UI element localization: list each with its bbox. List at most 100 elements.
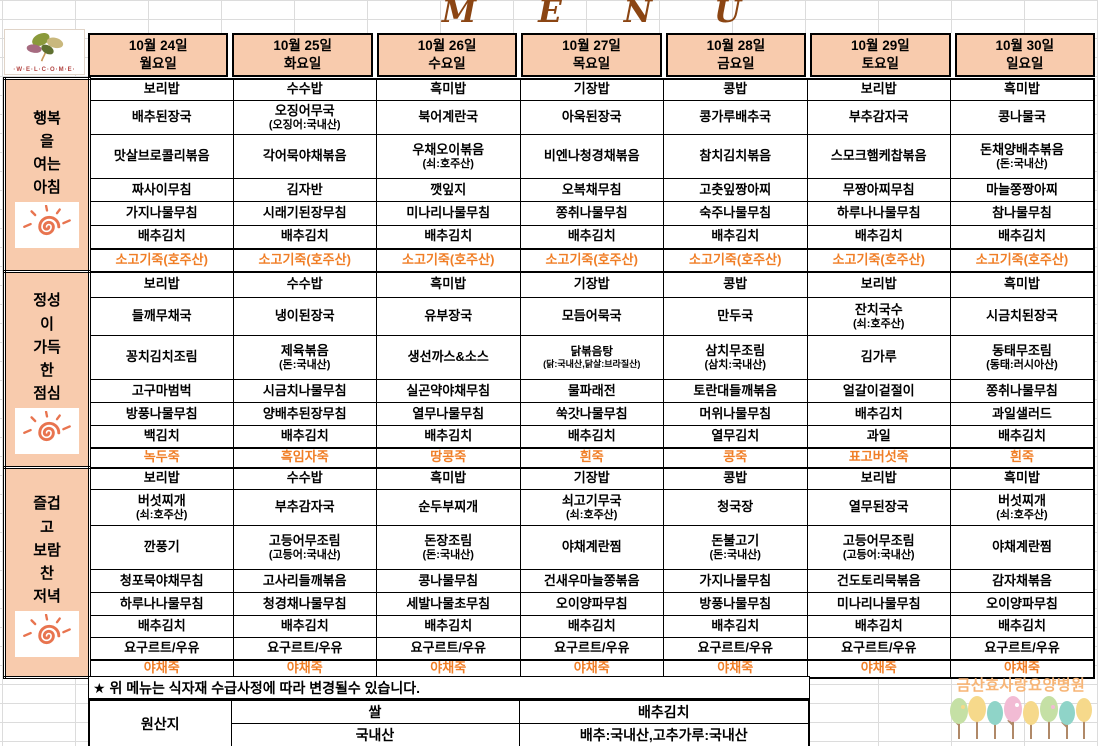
menu-item-dinner-day5-row3: 돈불고기 (돈:국내산)	[663, 525, 808, 570]
menu-item-dinner-day6-row4: 건도토리묵볶음	[806, 569, 951, 593]
menu-item-dinner-day3-row6: 배추김치	[376, 615, 521, 638]
menu-item-lunch-day4-row2: 모듬어묵국	[519, 297, 664, 336]
menu-item-breakfast-day7-row4: 마늘쫑짱아찌	[950, 178, 1095, 202]
menu-item-lunch-day6-row1: 보리밥	[806, 270, 951, 298]
menu-item-dinner-day7-row5: 오이양파무침	[950, 592, 1095, 616]
menu-item-lunch-day5-row3: 삼치무조림 (삼치:국내산)	[663, 335, 808, 380]
menu-item-breakfast-day6-row4: 무짱아찌무침	[806, 178, 951, 202]
welcome-text: ·W·E·L·C·O·M·E·	[13, 66, 76, 73]
menu-item-dinner-day2-row5: 청경채나물무침	[232, 592, 377, 616]
menu-item-lunch-day7-row4: 쫑취나물무침	[950, 379, 1095, 403]
menu-item-lunch-day2-row4: 시금치나물무침	[232, 379, 377, 403]
menu-item-breakfast-day1-row4: 짜사이무침	[89, 178, 234, 202]
menu-item-dinner-day4-row4: 건새우마늘쫑볶음	[519, 569, 664, 593]
menu-item-dinner-day4-row2: 쇠고기무국 (쇠:호주산)	[519, 489, 664, 526]
menu-item-breakfast-day5-row3: 참치김치볶음	[663, 134, 808, 179]
menu-item-dinner-day2-row1: 수수밥	[232, 466, 377, 490]
menu-item-dinner-day3-row5: 세발나물초무침	[376, 592, 521, 616]
menu-item-dinner-day3-row7: 요구르트/우유	[376, 637, 521, 660]
menu-item-lunch-day4-row4: 물파래전	[519, 379, 664, 403]
menu-item-lunch-day4-row6: 배추김치	[519, 425, 664, 448]
menu-item-lunch-day4-row5: 쑥갓나물무침	[519, 402, 664, 426]
menu-item-lunch-day7-row2: 시금치된장국	[950, 297, 1095, 336]
menu-item-lunch-day7-row6: 배추김치	[950, 425, 1095, 448]
menu-item-dinner-day5-row1: 콩밥	[663, 466, 808, 490]
menu-item-breakfast-day5-row5: 숙주나물무침	[663, 201, 808, 226]
date-header-cell-7: 10월 30일 일요일	[954, 33, 1095, 77]
menu-item-breakfast-day1-row1: 보리밥	[89, 77, 234, 101]
menu-change-note: ★ 위 메뉴는 식자재 수급사정에 따라 변경될수 있습니다.	[88, 676, 810, 699]
menu-item-breakfast-day2-row2: 오징어무국 (오징어:국내산)	[232, 100, 377, 135]
menu-item-lunch-day6-row6: 과일	[806, 425, 951, 448]
menu-item-lunch-day3-row6: 배추김치	[376, 425, 521, 448]
menu-item-breakfast-day5-row7: 소고기죽(호주산)	[663, 247, 808, 272]
menu-item-lunch-day7-row7: 흰죽	[950, 446, 1095, 468]
menu-item-lunch-day3-row1: 흑미밥	[376, 270, 521, 298]
menu-item-dinner-day7-row8: 야채죽	[950, 658, 1095, 678]
origin-rice-value: 국내산	[230, 723, 520, 746]
menu-item-dinner-day5-row7: 요구르트/우유	[663, 637, 808, 660]
origin-table: 원산지 쌀 배추김치 국내산 배추:국내산,고추가루:국내산	[88, 699, 810, 746]
origin-kimchi-value: 배추:국내산,고추가루:국내산	[518, 723, 810, 746]
menu-item-lunch-day6-row7: 표고버섯죽	[806, 446, 951, 468]
sun-icon	[15, 610, 79, 657]
menu-item-breakfast-day4-row2: 아욱된장국	[519, 100, 664, 135]
menu-item-lunch-day5-row2: 만두국	[663, 297, 808, 336]
menu-item-breakfast-day7-row3: 돈채양배추볶음 (돈:국내산)	[950, 134, 1095, 179]
menu-item-lunch-day1-row4: 고구마범벅	[89, 379, 234, 403]
menu-item-dinner-day3-row2: 순두부찌개	[376, 489, 521, 526]
menu-item-breakfast-day7-row2: 콩나물국	[950, 100, 1095, 135]
meal-section-label-breakfast: 행복 을 여는 아침	[3, 77, 91, 273]
menu-item-dinner-day2-row8: 야채죽	[232, 658, 377, 678]
menu-item-lunch-day2-row6: 배추김치	[232, 425, 377, 448]
menu-item-lunch-day1-row6: 백김치	[89, 425, 234, 448]
menu-item-lunch-day2-row3: 제육볶음 (돈:국내산)	[232, 335, 377, 380]
menu-item-dinner-day2-row7: 요구르트/우유	[232, 637, 377, 660]
menu-item-dinner-day5-row8: 야채죽	[663, 658, 808, 678]
menu-item-lunch-day2-row2: 냉이된장국	[232, 297, 377, 336]
menu-item-breakfast-day7-row6: 배추김치	[950, 225, 1095, 249]
menu-item-dinner-day6-row5: 미나리나물무침	[806, 592, 951, 616]
menu-item-dinner-day1-row2: 버섯찌개 (쇠:호주산)	[89, 489, 234, 526]
menu-item-breakfast-day4-row5: 쫑취나물무침	[519, 201, 664, 226]
menu-item-dinner-day1-row3: 깐풍기	[89, 525, 234, 570]
menu-item-dinner-day3-row4: 콩나물무침	[376, 569, 521, 593]
menu-item-dinner-day6-row6: 배추김치	[806, 615, 951, 638]
page-title: MENU	[441, 0, 804, 30]
hospital-logo: 금산효사랑요양병원	[946, 674, 1096, 744]
menu-item-dinner-day6-row8: 야채죽	[806, 658, 951, 678]
menu-item-dinner-day1-row5: 하루나나물무침	[89, 592, 234, 616]
menu-item-lunch-day3-row2: 유부장국	[376, 297, 521, 336]
menu-item-breakfast-day4-row4: 오복채무침	[519, 178, 664, 202]
trees-illustration	[947, 695, 1095, 746]
meal-section-label-lunch: 정성 이 가득 한 점심	[3, 270, 91, 469]
menu-item-lunch-day6-row4: 얼갈이겉절이	[806, 379, 951, 403]
menu-item-dinner-day7-row1: 흑미밥	[950, 466, 1095, 490]
menu-item-dinner-day5-row2: 청국장	[663, 489, 808, 526]
menu-item-lunch-day3-row7: 땅콩죽	[376, 446, 521, 468]
date-header-cell-6: 10월 29일 토요일	[810, 33, 951, 77]
date-header-cell-4: 10월 27일 목요일	[521, 33, 662, 77]
origin-rice-title: 쌀	[230, 699, 520, 724]
menu-item-lunch-day4-row7: 흰죽	[519, 446, 664, 468]
menu-item-breakfast-day4-row3: 비엔나청경채볶음	[519, 134, 664, 179]
date-header-cell-3: 10월 26일 수요일	[376, 33, 518, 77]
menu-item-breakfast-day1-row7: 소고기죽(호주산)	[89, 247, 234, 272]
menu-item-breakfast-day2-row3: 각어묵야채볶음	[232, 134, 377, 179]
menu-item-lunch-day5-row7: 콩죽	[663, 446, 808, 468]
dinner-label-text: 즐겁 고 보람 찬 저녁	[33, 495, 61, 606]
menu-item-breakfast-day1-row5: 가지나물무침	[89, 201, 234, 226]
origin-label: 원산지	[88, 699, 232, 746]
meal-section-label-dinner: 즐겁 고 보람 찬 저녁	[3, 466, 91, 679]
menu-item-breakfast-day6-row3: 스모크햄케찹볶음	[806, 134, 951, 179]
menu-item-breakfast-day3-row7: 소고기죽(호주산)	[376, 247, 521, 272]
menu-item-lunch-day4-row3: 닭볶음탕 (닭:국내산,닭살:브라질산)	[519, 335, 664, 380]
menu-item-lunch-day4-row1: 기장밥	[519, 270, 664, 298]
menu-item-lunch-day7-row1: 흑미밥	[950, 270, 1095, 298]
menu-item-dinner-day2-row6: 배추김치	[232, 615, 377, 638]
menu-item-dinner-day4-row8: 야채죽	[519, 658, 664, 678]
menu-item-lunch-day3-row3: 생선까스&소스	[376, 335, 521, 380]
menu-item-breakfast-day5-row1: 콩밥	[663, 77, 808, 101]
menu-item-lunch-day1-row1: 보리밥	[89, 270, 234, 298]
